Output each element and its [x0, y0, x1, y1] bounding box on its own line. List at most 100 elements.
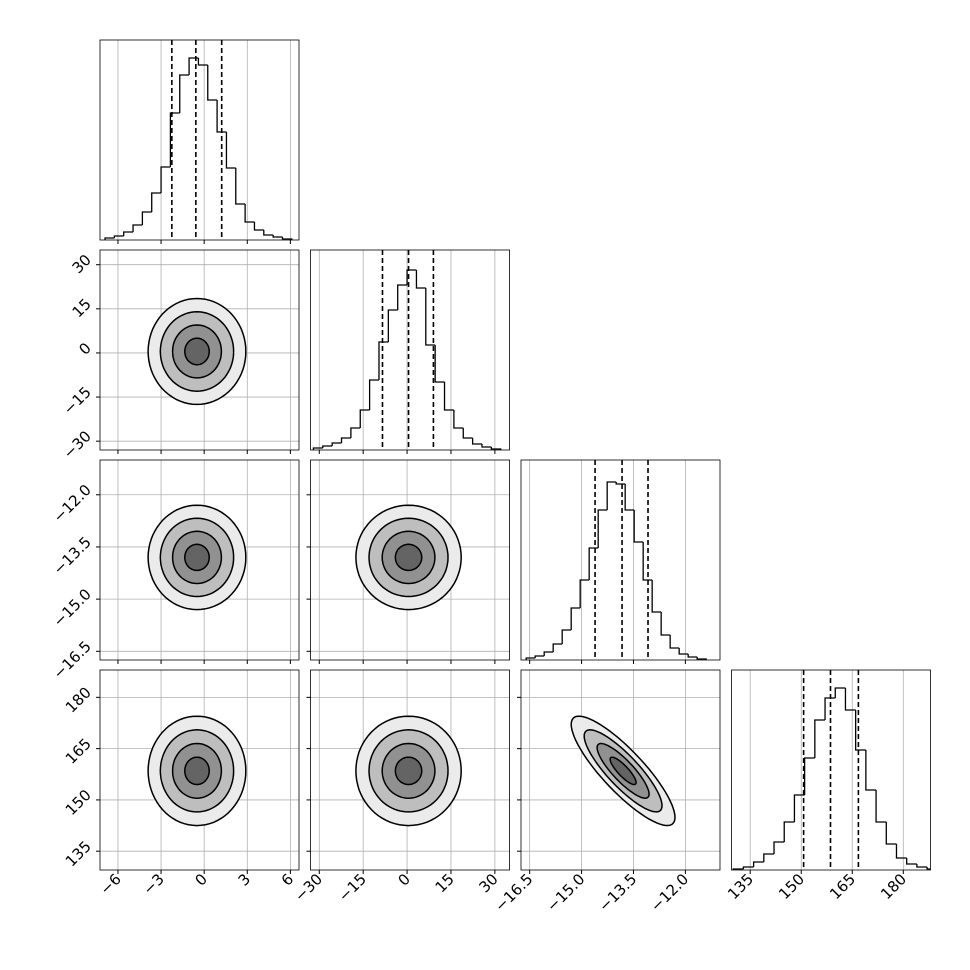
x-tick-label: 135 — [724, 870, 757, 903]
histogram-bin — [397, 284, 408, 310]
histogram-bin — [834, 687, 846, 698]
x-tick-label: −30 — [291, 870, 326, 905]
panel-frame — [310, 669, 510, 871]
histogram-bin — [669, 635, 680, 649]
histogram-bin — [490, 447, 502, 450]
histogram-bin — [434, 345, 445, 383]
histogram-bin — [123, 231, 134, 236]
density-fill — [184, 757, 210, 785]
panel — [520, 459, 721, 664]
x-tick-label: −13.5 — [595, 870, 640, 915]
histogram-bin — [885, 822, 897, 845]
histogram-bin — [331, 442, 342, 446]
contour — [381, 742, 436, 799]
histogram-bin — [651, 580, 662, 613]
y-tick-label: −13.5 — [50, 533, 95, 578]
x-tick-label: −15.0 — [543, 870, 588, 915]
contour — [147, 715, 247, 827]
contour — [355, 715, 462, 827]
panel — [306, 459, 510, 664]
x-tick-label: −12.0 — [647, 870, 692, 915]
histogram-bin — [552, 643, 563, 652]
histogram-bin — [742, 866, 754, 869]
histogram-bin — [633, 510, 644, 543]
x-tick-label: 0 — [192, 870, 211, 889]
x-tick-label: −3 — [140, 870, 168, 898]
panel-frame — [99, 459, 300, 661]
histogram-bin — [579, 579, 590, 608]
contour — [609, 756, 637, 786]
histogram-bin — [160, 166, 171, 193]
contour — [368, 729, 449, 813]
panel-frame — [99, 669, 300, 871]
density-fill — [395, 757, 422, 785]
x-tick-label: 165 — [826, 870, 859, 903]
x-tick-label: 15 — [432, 870, 458, 896]
panel-frame — [310, 249, 510, 451]
panel: −30 −15 0 15 30 — [291, 669, 510, 905]
panel — [310, 249, 510, 454]
panel-frame — [520, 459, 721, 661]
y-tick-label: 165 — [62, 735, 95, 768]
histogram-bin — [824, 697, 836, 720]
histogram-bin — [322, 445, 333, 448]
density-fill — [395, 544, 422, 571]
histogram-bin — [179, 74, 190, 113]
contour — [159, 311, 235, 392]
histogram-bin — [624, 484, 635, 511]
histogram-bin — [752, 861, 764, 867]
histogram-bin — [687, 654, 698, 658]
histogram-bin — [615, 482, 626, 485]
histogram-bin — [773, 841, 785, 854]
histogram-bin — [359, 409, 370, 428]
y-tick-label: −15.0 — [50, 585, 95, 630]
contour — [171, 530, 223, 585]
histogram-bin — [169, 112, 180, 167]
x-tick-label: 6 — [278, 870, 297, 889]
histogram-bin — [235, 168, 246, 205]
histogram-bin — [368, 379, 379, 410]
contour — [583, 729, 663, 813]
histogram-bin — [895, 844, 907, 859]
histogram-bin — [588, 547, 599, 580]
histogram-bin — [793, 794, 805, 822]
histogram-bin — [471, 438, 482, 445]
density-fill — [184, 338, 210, 365]
panel: −16.5 −15.0 −13.5 −12.0 — [50, 459, 300, 683]
contour — [184, 543, 210, 572]
contour — [394, 756, 423, 786]
contour — [147, 297, 247, 406]
panel: 135 150 165 180 — [724, 669, 931, 903]
histogram-bin — [197, 58, 208, 66]
histogram-bin — [926, 867, 931, 870]
panel-frame — [731, 669, 931, 871]
histogram-bin — [525, 657, 536, 660]
histogram-bin — [453, 410, 464, 429]
y-tick-label: 0 — [75, 339, 94, 358]
y-tick-label: −30 — [60, 427, 95, 462]
panel — [99, 39, 300, 244]
histogram-bin — [855, 710, 866, 751]
histogram-bin — [113, 235, 124, 238]
histogram-bin — [916, 864, 928, 868]
histogram-bin — [642, 542, 653, 581]
histogram-bin — [207, 65, 218, 101]
x-tick-label: 150 — [775, 870, 808, 903]
contour — [570, 715, 676, 827]
contour — [171, 324, 223, 379]
histogram-bin — [350, 427, 361, 438]
histogram-bin — [141, 211, 152, 225]
histogram-bin — [253, 222, 264, 231]
contour — [355, 504, 462, 611]
contour — [368, 517, 449, 598]
histogram-bin — [570, 607, 581, 630]
histogram-bin — [132, 224, 143, 232]
panel: −30 −15 0 15 30 — [60, 249, 300, 462]
x-tick-label: 30 — [475, 870, 501, 896]
density-fill — [184, 544, 210, 571]
histogram-bin — [763, 853, 775, 862]
histogram-bin — [660, 612, 671, 636]
x-tick-label: −15 — [335, 870, 370, 905]
histogram-bin — [534, 655, 545, 658]
